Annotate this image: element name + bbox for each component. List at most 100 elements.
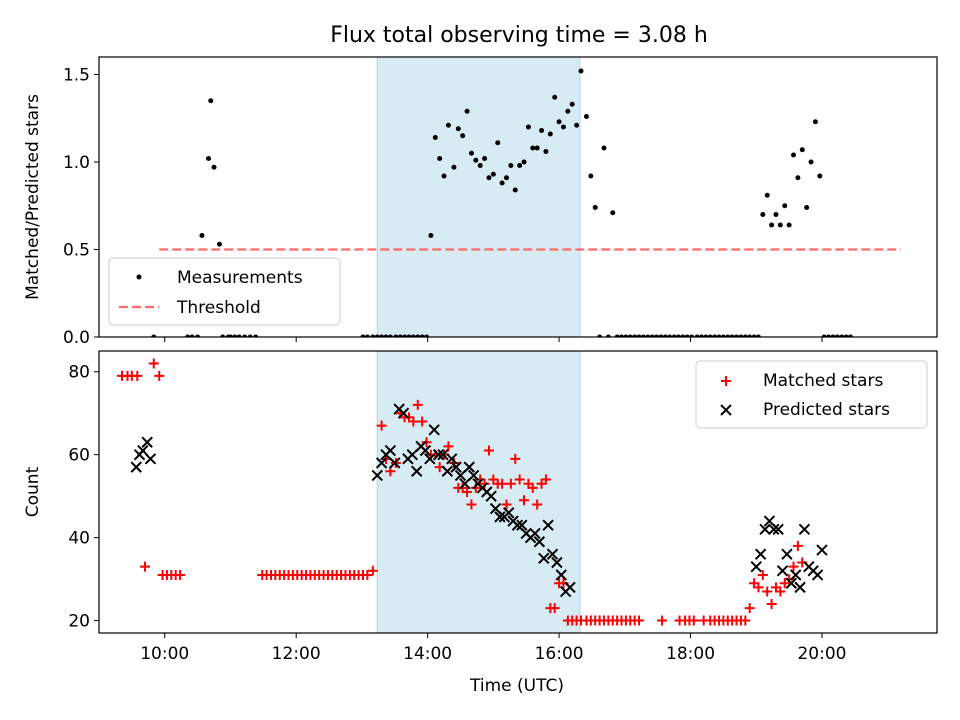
- predicted-stars-point: [533, 536, 546, 548]
- measurement-point: [769, 222, 775, 228]
- matched-stars-point: [657, 615, 668, 626]
- predicted-stars-point: [794, 581, 806, 594]
- y-axis-label: Count: [23, 466, 43, 517]
- measurement-point: [812, 119, 818, 125]
- axes-frame: [98, 350, 938, 634]
- measurement-point: [185, 334, 191, 337]
- measurement-point: [374, 334, 380, 337]
- predicted-stars-point: [375, 457, 388, 469]
- predicted-stars-point: [406, 448, 418, 461]
- measurement-point: [738, 334, 744, 337]
- measurement-point: [671, 334, 677, 337]
- predicted-stars-point: [763, 515, 776, 527]
- measurement-point: [799, 147, 805, 153]
- legend-box: [695, 360, 928, 429]
- matched-stars-point: [766, 598, 777, 609]
- measurement-point: [680, 334, 686, 337]
- matched-stars-point: [788, 561, 799, 572]
- measurement-point: [517, 163, 523, 168]
- x-tick-label: 12:00: [272, 644, 321, 664]
- predicted-stars-point: [494, 511, 506, 523]
- predicted-stars-point: [529, 527, 541, 540]
- measurement-point: [216, 241, 222, 247]
- measurement-point: [632, 334, 638, 337]
- predicted-stars-point: [511, 519, 524, 531]
- measurement-point: [556, 119, 562, 125]
- measurement-point: [742, 334, 748, 337]
- measurement-point: [755, 334, 761, 337]
- measurement-point: [821, 334, 827, 337]
- predicted-stars-point: [555, 569, 567, 581]
- measurement-point: [716, 334, 722, 337]
- matched-stars-point: [132, 370, 143, 381]
- matched-stars-point: [740, 615, 751, 626]
- measurement-point: [208, 98, 214, 104]
- measurement-point: [649, 334, 655, 337]
- measurement-point: [703, 334, 709, 337]
- measurement-point: [383, 334, 389, 337]
- matched-stars-point: [634, 615, 645, 626]
- predicted-stars-point: [463, 461, 475, 473]
- predicted-stars-point: [454, 469, 467, 482]
- measurement-point: [247, 334, 253, 337]
- measurement-point: [437, 156, 443, 161]
- legend-label-matched: Matched stars: [763, 371, 883, 391]
- matched-stars-point: [501, 499, 512, 510]
- predicted-stars-point: [459, 477, 471, 490]
- matched-stars-point: [154, 370, 165, 381]
- y-tick-label: 40: [68, 529, 90, 549]
- predicted-stars-point: [141, 436, 153, 448]
- measurement-point: [428, 233, 434, 238]
- measurement-point: [552, 94, 558, 100]
- measurement-point: [786, 222, 792, 228]
- measurement-point: [227, 334, 233, 337]
- matched-stars-point: [417, 416, 428, 427]
- matched-stars-point: [148, 358, 159, 369]
- measurement-point: [445, 122, 451, 128]
- predicted-stars-point: [789, 569, 802, 581]
- measurement-point: [242, 334, 248, 337]
- measurement-point: [464, 108, 470, 114]
- measurement-point: [675, 334, 681, 337]
- predicted-stars-point: [489, 502, 502, 515]
- measurement-point: [578, 68, 584, 74]
- measurement-point: [627, 334, 633, 337]
- matched-stars-point: [532, 499, 543, 510]
- matched-stars-point: [527, 482, 538, 493]
- measurement-point: [525, 124, 531, 130]
- measurement-point: [499, 180, 505, 186]
- y-tick-label: 1.0: [63, 153, 90, 173]
- predicted-stars-point: [428, 424, 440, 436]
- measurement-point: [614, 334, 620, 337]
- predicted-stars-point: [811, 569, 824, 581]
- x-tick-label: 16:00: [535, 644, 584, 664]
- predicted-stars-point: [768, 523, 780, 536]
- measurement-point: [397, 334, 403, 337]
- predicted-stars-point: [437, 448, 449, 461]
- y-axis-label: Matched/Predicted stars: [23, 94, 43, 300]
- matched-stars-point: [757, 569, 768, 580]
- matched-stars-point: [792, 540, 803, 551]
- measurement-point: [725, 334, 731, 337]
- measurement-point: [211, 164, 217, 170]
- measurement-point: [199, 233, 205, 238]
- measurement-point: [640, 334, 646, 337]
- predicted-stars-point: [424, 453, 436, 465]
- matched-stars-point: [688, 615, 699, 626]
- measurement-point: [547, 131, 553, 137]
- matched-stars-point: [175, 569, 186, 580]
- measurement-point: [486, 175, 492, 181]
- measurement-point: [220, 334, 226, 337]
- measurement-point: [588, 173, 594, 179]
- y-tick-label: 1.5: [63, 66, 90, 86]
- measurement-point: [847, 334, 853, 337]
- legend-marker-measurements: [136, 274, 142, 280]
- matched-stars-point: [376, 420, 387, 431]
- measurement-point: [698, 334, 704, 337]
- shaded-window: [376, 57, 581, 337]
- measurement-point: [684, 334, 690, 337]
- measurement-point: [623, 334, 629, 337]
- matched-stars-point: [510, 453, 521, 464]
- matched-stars-point: [762, 586, 773, 597]
